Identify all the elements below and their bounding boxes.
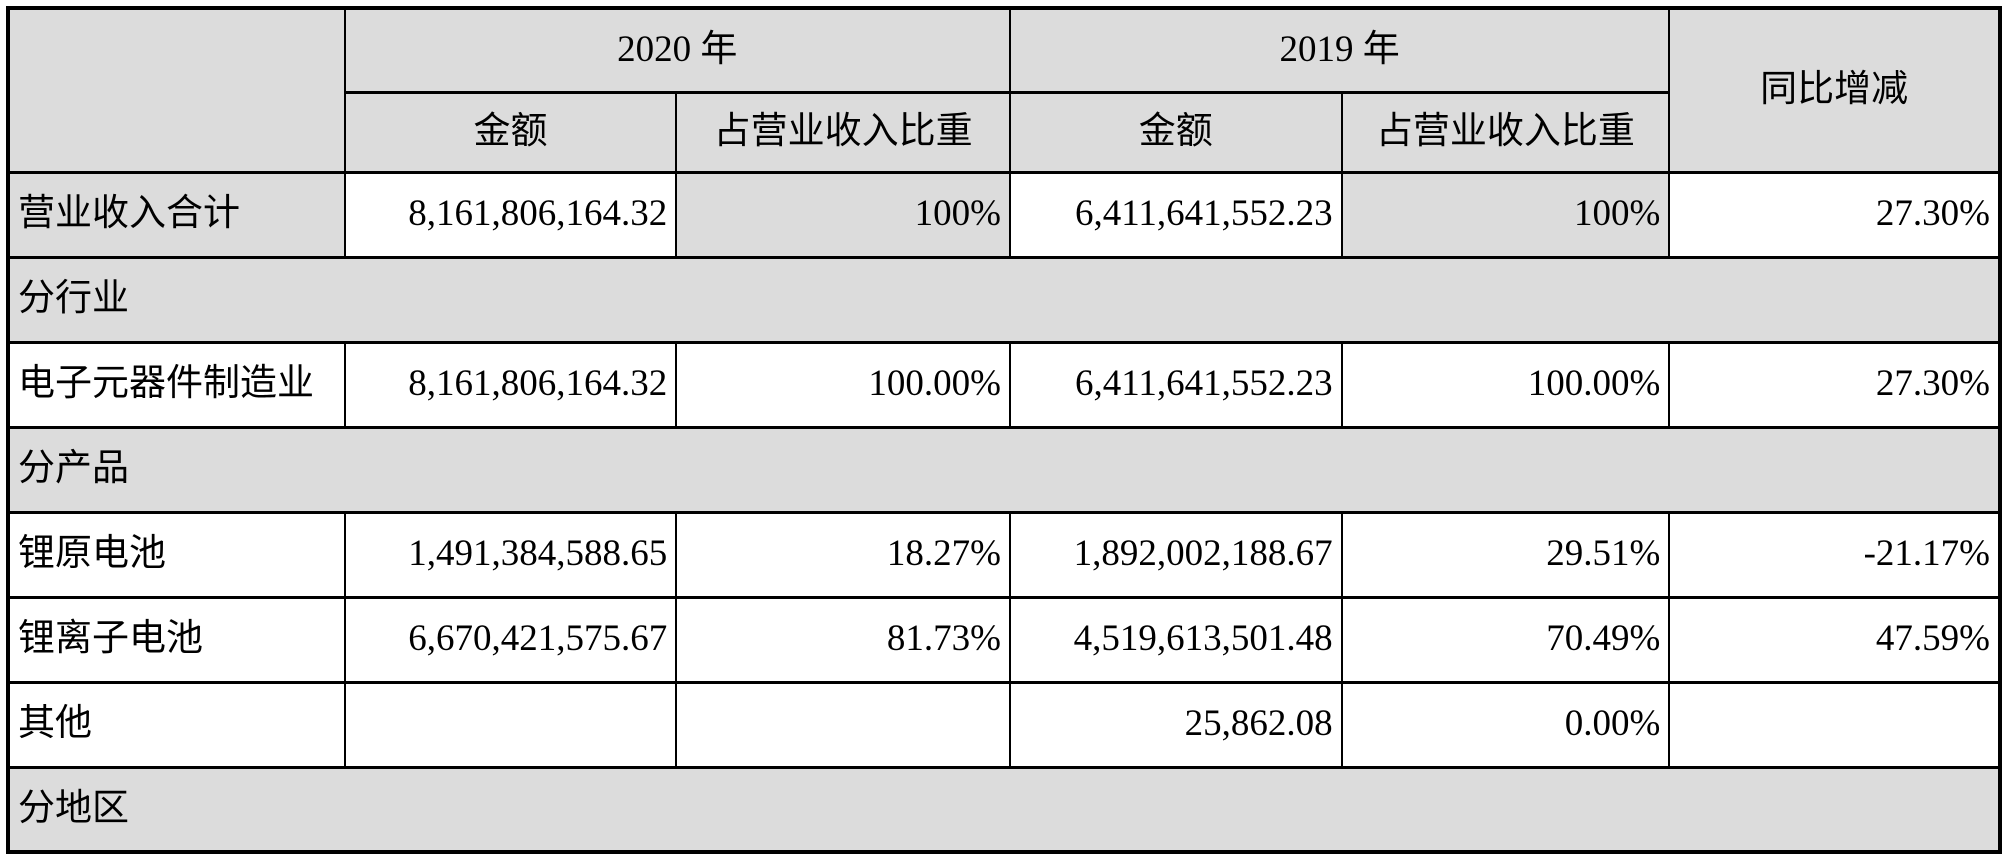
amount-2019-cell: 6,411,641,552.23 (1008, 340, 1343, 429)
corner-cell (7, 6, 346, 174)
ratio-2020-cell: 18.27% (675, 510, 1011, 599)
amount-2020-cell: 6,670,421,575.67 (343, 595, 678, 684)
table-row: 电子元器件制造业 8,161,806,164.32 100.00% 6,411,641… (7, 340, 2001, 429)
ratio-2019-header: 占营业收入比重 (1340, 90, 1671, 174)
ratio-2019-cell: 100% (1340, 170, 1671, 259)
revenue-breakdown-table: 2020 年 2019 年 同比增减 金额 占营业收入比重 金额 占营业收入比重… (6, 6, 2002, 854)
yoy-cell (1668, 680, 2001, 769)
table-row: 营业收入合计 8,161,806,164.32 100% 6,411,641,552.… (7, 170, 2001, 259)
row-label-cell: 锂原电池 (7, 510, 346, 599)
amount-2020-header: 金额 (343, 90, 678, 174)
ratio-2020-cell: 100% (675, 170, 1011, 259)
year-2019-header: 2019 年 (1008, 6, 1671, 94)
row-label-cell: 营业收入合计 (7, 170, 346, 259)
ratio-2020-header: 占营业收入比重 (675, 90, 1011, 174)
amount-2019-cell: 25,862.08 (1008, 680, 1343, 769)
amount-2019-header: 金额 (1008, 90, 1343, 174)
amount-2020-cell (343, 680, 678, 769)
year-2020-header: 2020 年 (343, 6, 1011, 94)
section-header-row: 分行业 (7, 255, 2001, 344)
table-row: 其他 25,862.08 0.00% (7, 680, 2001, 769)
row-label-cell: 锂离子电池 (7, 595, 346, 684)
amount-2020-cell: 1,491,384,588.65 (343, 510, 678, 599)
ratio-2019-cell: 100.00% (1340, 340, 1671, 429)
ratio-2019-cell: 70.49% (1340, 595, 1671, 684)
section-header-row: 分地区 (7, 765, 2001, 854)
amount-2020-cell: 8,161,806,164.32 (343, 170, 678, 259)
table-row: 锂离子电池 6,670,421,575.67 81.73% 4,519,613,501… (7, 595, 2001, 684)
header-row-metrics: 金额 占营业收入比重 金额 占营业收入比重 (8, 90, 2000, 174)
section-label-cell: 分行业 (7, 255, 2001, 344)
ratio-2019-cell: 0.00% (1340, 680, 1671, 769)
amount-2020-cell: 8,161,806,164.32 (343, 340, 678, 429)
ratio-2019-cell: 29.51% (1340, 510, 1671, 599)
yoy-cell: 47.59% (1668, 595, 2001, 684)
amount-2019-cell: 1,892,002,188.67 (1008, 510, 1343, 599)
amount-2019-cell: 4,519,613,501.48 (1008, 595, 1343, 684)
table-row: 锂原电池 1,491,384,588.65 18.27% 1,892,002,188.… (7, 510, 2001, 599)
amount-2019-cell: 6,411,641,552.23 (1008, 170, 1343, 259)
yoy-cell: 27.30% (1668, 340, 2001, 429)
header-row-years: 2020 年 2019 年 同比增减 (7, 6, 2001, 174)
yoy-change-header: 同比增减 (1668, 6, 2001, 174)
row-label-cell: 其他 (7, 680, 346, 769)
ratio-2020-cell: 81.73% (675, 595, 1011, 684)
yoy-cell: 27.30% (1668, 170, 2001, 259)
section-header-row: 分产品 (7, 425, 2001, 514)
section-label-cell: 分产品 (7, 425, 2001, 514)
section-label-cell: 分地区 (7, 765, 2001, 854)
ratio-2020-cell: 100.00% (675, 340, 1011, 429)
yoy-cell: -21.17% (1668, 510, 2001, 599)
row-label-cell: 电子元器件制造业 (7, 340, 346, 429)
ratio-2020-cell (675, 680, 1011, 769)
